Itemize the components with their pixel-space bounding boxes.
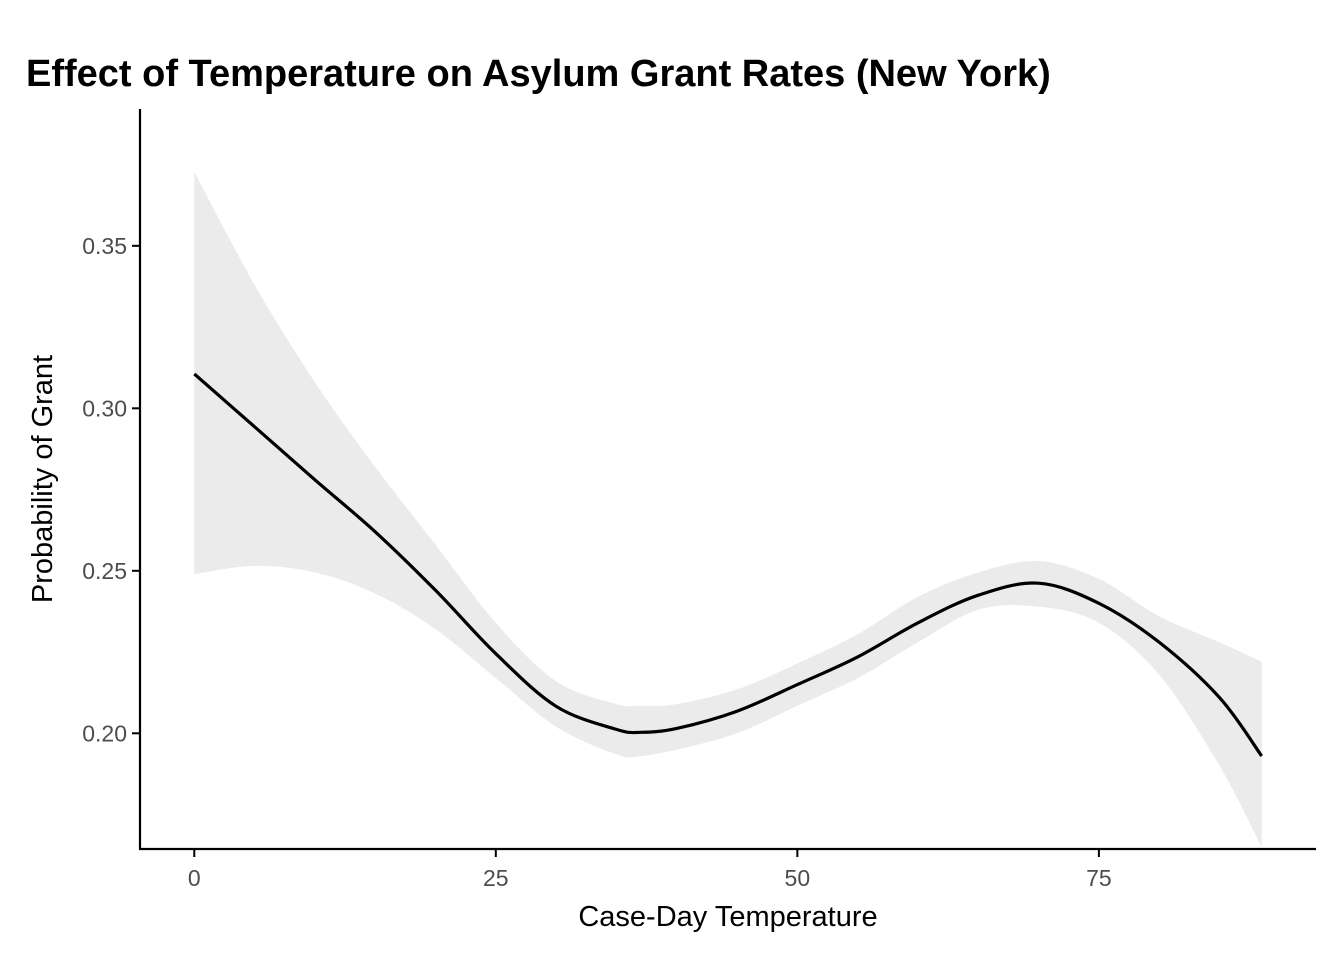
x-tick-label: 50 <box>785 865 811 891</box>
y-axis-title: Probability of Grant <box>27 355 59 603</box>
x-tick-label: 25 <box>483 865 509 891</box>
chart-title: Effect of Temperature on Asylum Grant Ra… <box>26 53 1051 95</box>
x-axis-ticks: 0 25 50 75 <box>188 849 1112 891</box>
y-tick-label: 0.30 <box>82 395 127 421</box>
y-tick-label: 0.20 <box>82 720 127 746</box>
x-tick-label: 0 <box>188 865 201 891</box>
y-tick-label: 0.25 <box>82 558 127 584</box>
confidence-band <box>194 171 1262 848</box>
x-axis-title: Case-Day Temperature <box>578 901 877 933</box>
y-axis-ticks: 0.20 0.25 0.30 0.35 <box>82 233 140 746</box>
series-line <box>193 372 1264 758</box>
x-tick-label: 75 <box>1086 865 1112 891</box>
plot-area <box>193 171 1264 848</box>
y-tick-label: 0.35 <box>82 233 127 259</box>
